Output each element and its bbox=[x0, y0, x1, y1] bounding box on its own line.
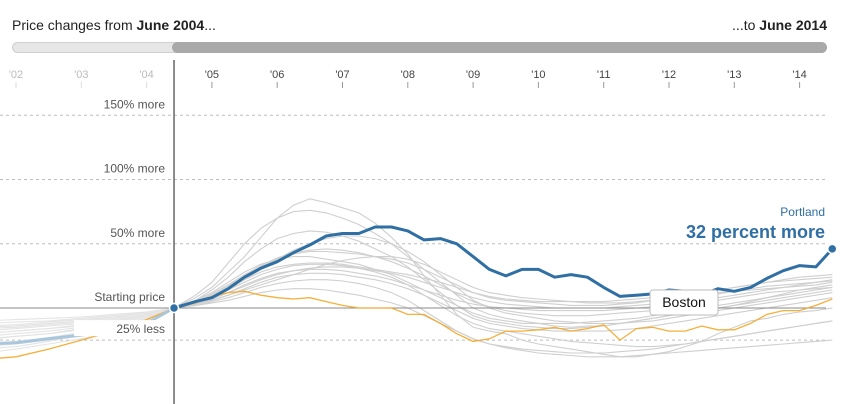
y-axis-label: Starting price bbox=[94, 290, 165, 304]
y-axis-label: 150% more bbox=[104, 97, 166, 111]
y-label-bg bbox=[74, 320, 171, 337]
y-label-bg bbox=[74, 223, 171, 240]
background-series-line bbox=[173, 279, 833, 354]
boston-tooltip: Boston bbox=[649, 289, 719, 316]
start-date-label: Price changes from June 2004... bbox=[12, 17, 216, 33]
start-suffix: ... bbox=[204, 17, 216, 33]
x-tick-label: '02 bbox=[9, 69, 23, 81]
x-tick-label: '13 bbox=[727, 69, 741, 81]
x-tick-label: '03 bbox=[74, 69, 88, 81]
y-label-bg bbox=[74, 288, 171, 304]
portland-label: Portland bbox=[780, 205, 825, 219]
background-series-line bbox=[173, 272, 833, 332]
date-range-slider-selection[interactable] bbox=[172, 42, 827, 53]
x-tick-label: '12 bbox=[662, 69, 676, 81]
y-axis-label: 25% less bbox=[116, 322, 165, 336]
background-series-line bbox=[173, 288, 833, 358]
x-tick-label: '04 bbox=[139, 69, 153, 81]
start-prefix: Price changes from bbox=[12, 17, 137, 33]
series-line-portland[interactable] bbox=[173, 225, 834, 310]
end-prefix: ...to bbox=[732, 17, 760, 33]
background-series-line bbox=[173, 262, 833, 309]
portland-annotation: 32 percent more bbox=[686, 222, 825, 242]
y-label-bg bbox=[74, 159, 171, 176]
background-series-line bbox=[173, 230, 833, 330]
x-tick-label: '14 bbox=[792, 69, 806, 81]
start-date: June 2004 bbox=[136, 17, 205, 33]
x-tick-label: '06 bbox=[270, 69, 284, 81]
y-axis-label: 100% more bbox=[104, 162, 166, 176]
x-tick-label: '09 bbox=[466, 69, 480, 81]
end-date-label: ...to June 2014 bbox=[732, 17, 827, 33]
x-tick-label: '08 bbox=[401, 69, 415, 81]
end-point-portland[interactable] bbox=[827, 243, 838, 255]
x-axis-ticks: '02 '03 '04 '05 '06 '07 '08 '09 '10 '11 '12 '13 '14 bbox=[9, 69, 807, 88]
start-point[interactable] bbox=[168, 302, 180, 314]
y-label-bg bbox=[74, 95, 171, 112]
background-series-line bbox=[173, 198, 833, 358]
x-tick-label: '05 bbox=[205, 69, 219, 81]
background-series-line bbox=[173, 256, 833, 324]
background-series-line-history bbox=[0, 307, 175, 326]
x-tick-label: '11 bbox=[597, 69, 611, 81]
end-date: June 2014 bbox=[759, 17, 827, 33]
background-series-line bbox=[173, 235, 833, 324]
background-series-line-history bbox=[0, 307, 175, 321]
price-change-chart: '02'03'04'05'06'07'08'09'10'11'12'13'14 … bbox=[0, 60, 838, 404]
background-series-line bbox=[173, 266, 833, 309]
header: Price changes from June 2004... ...to Ju… bbox=[0, 0, 847, 60]
y-axis-labels: 150% more 100% more 50% more Starting price… bbox=[74, 95, 171, 337]
x-tick-label: '07 bbox=[335, 69, 349, 81]
boston-label: Boston bbox=[662, 294, 706, 310]
x-tick-label: '10 bbox=[531, 69, 545, 81]
y-axis-label: 50% more bbox=[110, 226, 165, 240]
